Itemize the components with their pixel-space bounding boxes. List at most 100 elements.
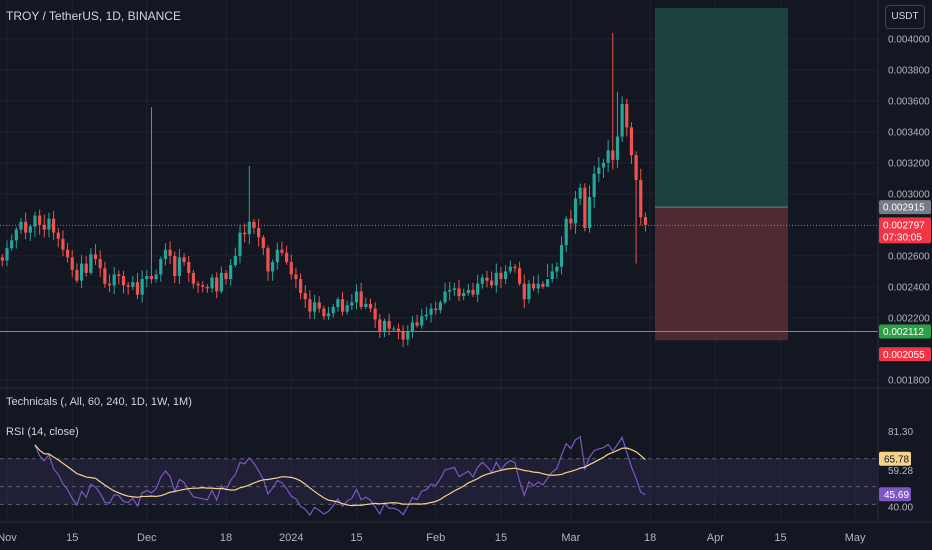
candle-body (373, 308, 377, 320)
candle-body (205, 286, 209, 289)
candle-body (24, 221, 28, 233)
rsi-lower-label: 40.00 (888, 502, 913, 513)
candle-body (345, 305, 349, 312)
candle-body (620, 104, 624, 137)
candle-body (33, 215, 37, 227)
candle-body (522, 283, 526, 300)
time-tick-label: Nov (0, 532, 17, 544)
candle-body (38, 215, 42, 225)
candle-body (634, 155, 638, 180)
rsi-pane (0, 435, 878, 517)
symbol-title: TROY / TetherUS, 1D, BINANCE (6, 9, 181, 23)
candle-body (266, 248, 270, 272)
price-tick-label: 0.003000 (888, 189, 930, 200)
candle-body (61, 238, 65, 250)
candle-body (0, 257, 4, 261)
time-tick-label: 15 (774, 532, 786, 544)
countdown-badge: 07:30:05 (883, 232, 922, 243)
candle-body (107, 283, 112, 286)
candle-body (149, 276, 154, 280)
candle-body (98, 258, 102, 269)
stop-price-badge-bg (879, 347, 931, 362)
candle-body (569, 218, 573, 224)
last-price-badge: 0.002797 (883, 220, 925, 231)
candle-body (443, 291, 447, 303)
currency-button[interactable]: USDT (885, 5, 925, 29)
rsi-value-badge-bg (879, 487, 911, 502)
grid-lines (0, 0, 878, 522)
candle-body (513, 266, 517, 269)
candle-body (47, 218, 51, 230)
price-tick-label: 0.003200 (888, 158, 930, 169)
candle-body (550, 271, 554, 280)
candle-body (117, 274, 121, 277)
candle-body (224, 272, 228, 280)
candle-body (201, 285, 205, 287)
candle-body (592, 173, 596, 197)
time-tick-label: Apr (707, 532, 724, 544)
candle-body (639, 179, 643, 218)
candle-body (434, 308, 438, 311)
candle-body (476, 283, 480, 295)
candle-body (173, 255, 177, 277)
time-tick-label: Mar (561, 532, 580, 544)
loss-zone (655, 207, 788, 341)
candle-body (322, 308, 326, 317)
candle-body (177, 257, 182, 277)
candle-body (564, 218, 568, 246)
price-tick-label: 0.002200 (888, 313, 930, 324)
candle-body (504, 271, 508, 280)
candle-body (19, 221, 23, 230)
candle-body (154, 274, 158, 280)
candle-body (462, 293, 466, 297)
candle-body (354, 291, 359, 303)
candle-body (448, 289, 452, 292)
candle-body (93, 254, 98, 259)
candle-body (191, 272, 195, 284)
rsi-upper-badge-bg (879, 451, 911, 466)
price-tick-label: 0.004000 (888, 34, 930, 45)
candle-body (312, 302, 317, 312)
candle-body (518, 268, 522, 284)
candle-body (643, 217, 648, 225)
rsi-max-label: 81.30 (888, 427, 913, 438)
candle-body (578, 187, 582, 199)
entry-price-badge-bg (879, 200, 931, 215)
rsi-ma-label: 59.28 (888, 466, 913, 477)
time-tick-label: 15 (350, 532, 362, 544)
candle-body (52, 218, 56, 233)
candle-body (187, 262, 191, 273)
candle-body (611, 150, 615, 160)
candle-body (625, 104, 629, 128)
candle-body (238, 232, 242, 256)
candle-body (485, 277, 489, 281)
candle-body (392, 328, 396, 330)
candle-body (587, 197, 592, 228)
candle-body (490, 280, 494, 286)
candle-body (294, 274, 298, 280)
rsi-indicator-title[interactable]: RSI (14, close) (6, 426, 79, 438)
candle-body (438, 302, 442, 311)
candle-body (10, 240, 14, 249)
time-tick-label: 15 (66, 532, 78, 544)
candle-body (140, 279, 144, 295)
candle-body (261, 237, 265, 249)
candle-body (135, 282, 140, 295)
candle-body (494, 272, 498, 286)
candle-body (573, 198, 578, 224)
candle-body (396, 328, 401, 332)
candle-body (480, 277, 484, 284)
candle-body (452, 288, 456, 290)
candle-body (350, 302, 354, 306)
price-tick-label: 0.001800 (888, 375, 930, 386)
candle-body (378, 319, 382, 332)
candle-body (271, 262, 275, 272)
support-price-badge-bg (879, 324, 931, 339)
candle-body (527, 283, 531, 300)
candle-body (275, 249, 279, 263)
candle-body (326, 313, 331, 317)
candle-body (168, 249, 172, 256)
candle-body (121, 276, 126, 286)
technicals-indicator-title[interactable]: Technicals (, All, 60, 240, 1D, 1W, 1M) (6, 396, 192, 408)
